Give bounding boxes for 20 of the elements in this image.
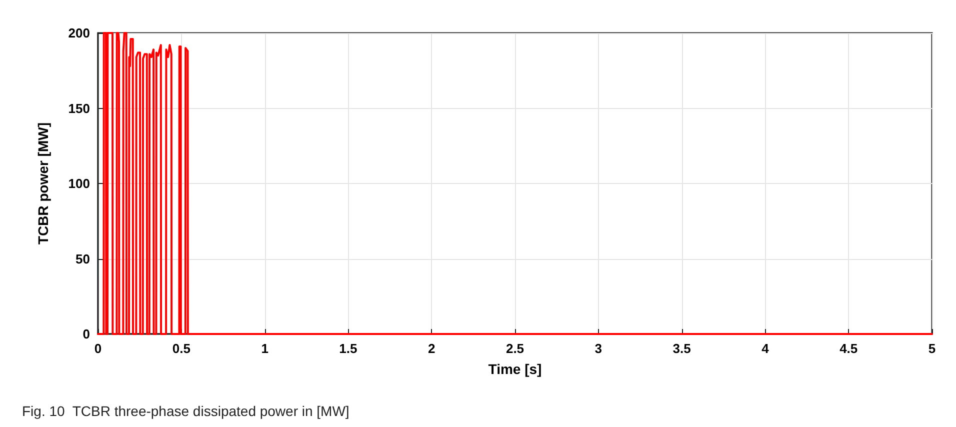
- y-tick-label: 100: [68, 176, 90, 191]
- line-series: [97, 32, 933, 335]
- x-tick-label: 3.5: [672, 341, 691, 356]
- x-tick-label: 2: [428, 341, 436, 356]
- y-axis-title: TCBR power [MW]: [35, 122, 51, 245]
- x-tick-label: 0: [94, 341, 102, 356]
- y-tick-label: 150: [68, 100, 90, 116]
- caption: Fig. 10 TCBR three-phase dissipated power in [MW]: [22, 403, 350, 419]
- x-tick-label: 4: [762, 341, 770, 356]
- x-tick-label: 5: [928, 341, 936, 356]
- x-tick-label: 1.5: [339, 341, 358, 356]
- y-tick-label: 50: [76, 251, 90, 266]
- x-tick-label: 3: [594, 341, 602, 356]
- x-tick-label: 4.5: [840, 341, 858, 356]
- y-tick-label: 200: [68, 26, 90, 40]
- x-tick-label: 1: [261, 341, 268, 356]
- x-tick-label: 2.5: [506, 341, 524, 356]
- x-tick-label: 0.5: [172, 341, 190, 356]
- y-tick-label: 0: [82, 326, 90, 342]
- x-axis-title: Time [s]: [488, 361, 542, 377]
